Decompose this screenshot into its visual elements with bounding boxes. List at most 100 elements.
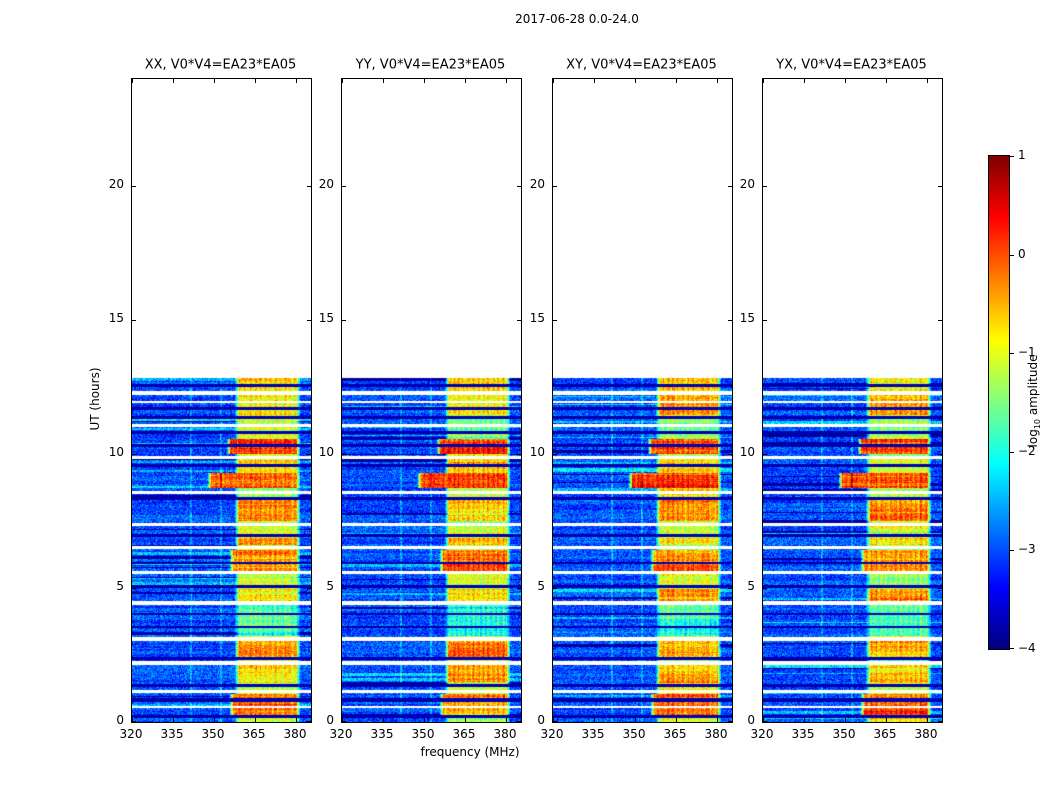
colorbar-tick	[1010, 156, 1014, 157]
y-tick	[342, 186, 346, 187]
x-tick	[342, 718, 343, 722]
x-tick	[173, 79, 174, 83]
figure-title: 2017-06-28 0.0-24.0	[515, 12, 639, 26]
y-tick	[553, 588, 557, 589]
y-tick	[938, 721, 942, 722]
y-tick	[132, 454, 136, 455]
x-tick	[173, 718, 174, 722]
y-tick	[517, 721, 521, 722]
x-tick-label: 320	[750, 727, 774, 741]
x-tick-label: 350	[201, 727, 225, 741]
x-tick-label: 365	[452, 727, 476, 741]
colorbar-tick-label: 0	[1018, 247, 1026, 261]
y-tick-label: 20	[739, 177, 755, 191]
y-tick-label: 0	[747, 713, 755, 727]
y-tick	[553, 186, 557, 187]
y-tick	[728, 721, 732, 722]
colorbar-tick-label: 1	[1018, 148, 1026, 162]
colorbar-tick-label: −2	[1018, 444, 1036, 458]
y-tick	[132, 721, 136, 722]
x-tick-label: 335	[370, 727, 394, 741]
panel-title-yy: YY, V0*V4=EA23*EA05	[355, 57, 506, 73]
y-tick-label: 5	[116, 579, 124, 593]
x-tick-label: 350	[832, 727, 856, 741]
x-tick	[383, 79, 384, 83]
y-tick-label: 15	[529, 311, 545, 325]
x-tick	[635, 79, 636, 83]
plot-frame-xy	[552, 78, 733, 723]
y-tick-label: 5	[326, 579, 334, 593]
y-tick-label: 10	[108, 445, 124, 459]
spectrogram-canvas-xx	[132, 79, 311, 722]
y-tick	[342, 320, 346, 321]
y-tick	[342, 454, 346, 455]
panel-yy: YY, V0*V4=EA23*EA05 320 335 350 365 380 0 5 10 15…	[319, 58, 522, 741]
colorbar-label-subscript: 10	[1033, 418, 1043, 430]
x-tick	[296, 718, 297, 722]
x-tick	[635, 718, 636, 722]
y-tick	[728, 454, 732, 455]
y-tick	[517, 320, 521, 321]
y-tick-label: 0	[116, 713, 124, 727]
y-tick	[307, 186, 311, 187]
colorbar-tick-label: −4	[1018, 641, 1036, 655]
y-tick	[763, 588, 767, 589]
y-tick-label: 20	[108, 177, 124, 191]
y-tick-label: 20	[318, 177, 334, 191]
x-tick	[506, 718, 507, 722]
y-tick	[938, 588, 942, 589]
colorbar-label-text: log	[1025, 429, 1040, 448]
panel-xy: XY, V0*V4=EA23*EA05 320 335 350 365 380 0 5 10 15…	[530, 58, 733, 741]
colorbar-tick-label: −1	[1018, 345, 1036, 359]
y-tick-label: 5	[537, 579, 545, 593]
plot-frame-xx	[131, 78, 312, 723]
y-tick	[517, 454, 521, 455]
colorbar-tick	[1010, 550, 1014, 551]
x-tick	[132, 79, 133, 83]
x-tick-label: 380	[914, 727, 938, 741]
y-tick	[938, 320, 942, 321]
colorbar-tick	[1010, 255, 1014, 256]
x-tick-label: 335	[581, 727, 605, 741]
panel-yx: YX, V0*V4=EA23*EA05 320 335 350 365 380 0 5 10 15…	[740, 58, 943, 741]
y-tick-label: 10	[318, 445, 334, 459]
x-tick	[424, 718, 425, 722]
x-tick-label: 350	[411, 727, 435, 741]
panel-title-xx: XX, V0*V4=EA23*EA05	[144, 57, 297, 73]
y-tick	[132, 186, 136, 187]
x-tick	[553, 79, 554, 83]
spectrogram-canvas-yx	[763, 79, 942, 722]
y-tick	[728, 588, 732, 589]
y-tick	[307, 588, 311, 589]
x-tick	[804, 79, 805, 83]
x-tick-label: 380	[283, 727, 307, 741]
x-tick	[255, 79, 256, 83]
y-tick-label: 15	[739, 311, 755, 325]
colorbar-label-text-post: amplitude	[1025, 354, 1040, 419]
x-tick	[927, 718, 928, 722]
y-tick	[763, 186, 767, 187]
x-tick-label: 380	[704, 727, 728, 741]
x-tick	[763, 718, 764, 722]
y-tick	[553, 721, 557, 722]
y-tick	[132, 320, 136, 321]
x-tick	[927, 79, 928, 83]
y-tick	[553, 454, 557, 455]
y-tick	[307, 454, 311, 455]
colorbar-gradient	[989, 156, 1009, 649]
x-tick	[553, 718, 554, 722]
x-tick	[506, 79, 507, 83]
colorbar-tick	[1010, 452, 1014, 453]
x-tick	[717, 718, 718, 722]
x-tick	[845, 79, 846, 83]
panel-title-xy: XY, V0*V4=EA23*EA05	[566, 57, 717, 73]
x-tick	[296, 79, 297, 83]
x-tick-label: 335	[160, 727, 184, 741]
y-tick-label: 15	[108, 311, 124, 325]
colorbar: 1 0 −1 −2 −3 −4	[988, 148, 1036, 655]
x-tick	[886, 79, 887, 83]
y-tick	[307, 721, 311, 722]
x-tick	[424, 79, 425, 83]
y-tick-label: 10	[529, 445, 545, 459]
